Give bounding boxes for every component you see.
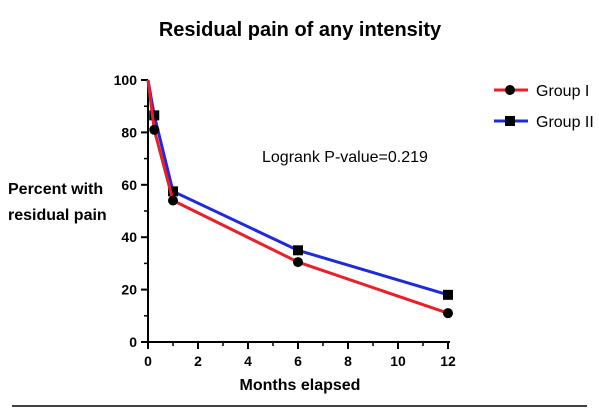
x-axis-label: Months elapsed — [240, 377, 361, 394]
x-tick-label: 6 — [294, 353, 302, 369]
data-point — [149, 124, 160, 135]
series-group-ii — [146, 79, 453, 300]
x-tick-label: 2 — [194, 353, 202, 369]
legend-marker-circle — [505, 85, 515, 95]
y-axis-label-line-1: Percent with — [8, 181, 103, 198]
legend-marker-square — [505, 116, 515, 126]
tick-labels: 0 20 40 60 80 100 0 2 4 6 8 10 12 — [114, 72, 456, 369]
y-tick-label: 100 — [114, 72, 138, 88]
legend-item-group-i: Group I — [494, 83, 589, 100]
y-axis-label-line-2: residual pain — [8, 207, 107, 224]
axes — [141, 79, 450, 349]
series-layer — [146, 79, 453, 319]
data-point — [293, 257, 303, 268]
y-tick-label: 0 — [129, 334, 137, 350]
data-point — [168, 186, 178, 197]
y-tick-label: 60 — [121, 177, 137, 193]
legend: Group I Group II — [494, 83, 594, 131]
legend-label: Group I — [536, 83, 589, 100]
x-tick-label: 12 — [440, 353, 456, 369]
series-line-group-i — [146, 79, 449, 315]
data-point — [443, 289, 453, 300]
x-tick-label: 10 — [390, 353, 406, 369]
x-tick-label: 4 — [244, 353, 252, 369]
y-tick-label: 20 — [121, 282, 137, 298]
x-tick-label: 8 — [344, 353, 352, 369]
x-tick-label: 0 — [144, 353, 152, 369]
data-point — [168, 195, 178, 206]
series-group-i — [146, 79, 453, 319]
y-tick-label: 80 — [121, 124, 137, 140]
data-point — [149, 110, 160, 121]
data-point — [443, 308, 453, 319]
data-point — [293, 245, 303, 256]
legend-item-group-ii: Group II — [494, 114, 594, 131]
logrank-annotation: Logrank P-value=0.219 — [262, 149, 428, 166]
legend-label: Group II — [536, 114, 594, 131]
chart-title: Residual pain of any intensity — [159, 19, 442, 41]
y-tick-label: 40 — [121, 229, 137, 245]
